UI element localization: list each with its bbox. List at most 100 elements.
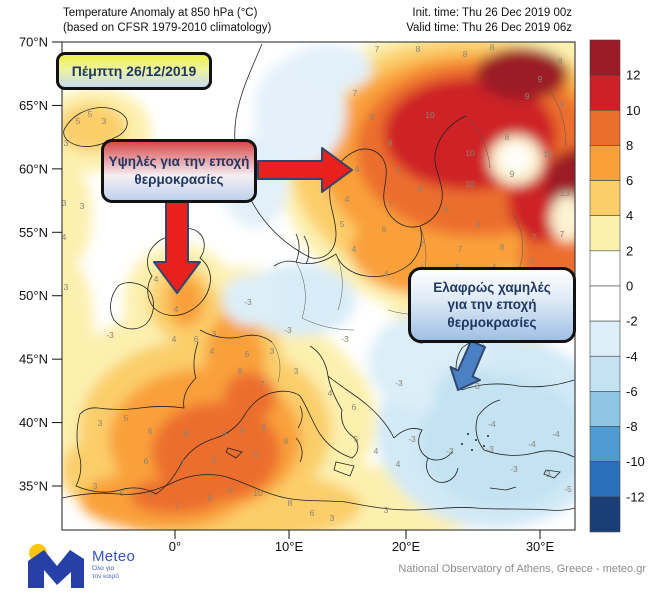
lat-label: 50°N <box>19 288 48 303</box>
contour-value: -3 <box>543 469 551 479</box>
colorbar-segment <box>589 285 621 322</box>
contour-value: 4 <box>352 244 357 254</box>
colorbar-segment <box>589 215 621 252</box>
colorbar-segment <box>589 74 621 111</box>
contour-value: 7 <box>180 458 185 468</box>
warm-arrow-right-icon <box>257 147 353 193</box>
title-line-2: (based on CFSR 1979-2010 climatology) <box>63 21 272 34</box>
lon-label: 10°E <box>275 539 304 554</box>
contour-value: 7 <box>375 44 380 54</box>
cool-text-line-1: Ελαφρώς χαμηλές <box>433 279 551 295</box>
colorbar-label: 0 <box>626 278 633 293</box>
contour-value: 8 <box>288 498 293 508</box>
logo-tagline-1: Όλα για <box>92 565 115 572</box>
contour-value: 10 <box>543 149 553 159</box>
credit-text: National Observatory of Athens, Greece -… <box>398 563 646 575</box>
longitude-axis: 0° 10°E 20°E 30°E <box>169 530 555 554</box>
lat-label: 45°N <box>19 352 48 367</box>
colorbar-label: 8 <box>626 138 633 153</box>
contour-value: 7 <box>458 244 463 254</box>
contour-value: 4 <box>210 346 215 356</box>
latitude-axis: 70°N 65°N 60°N 55°N 50°N 45°N 40°N 35°N <box>19 35 62 494</box>
colorbar-label: 10 <box>626 103 640 118</box>
colorbar-label: 6 <box>626 173 633 188</box>
contour-value: 3 <box>330 513 335 523</box>
contour-value: 8 <box>416 44 421 54</box>
colorbar-label: -4 <box>626 349 638 364</box>
contour-value: 4 <box>374 446 379 456</box>
contour-value: 5 <box>354 434 359 444</box>
contour-value: 4 <box>62 232 67 242</box>
lat-label: 55°N <box>19 225 48 240</box>
lon-label: 20°E <box>392 539 421 554</box>
contour-value: 10 <box>465 148 475 158</box>
colorbar-label: 2 <box>626 243 633 258</box>
contour-value: 8 <box>418 184 423 194</box>
contour-value: 9 <box>510 169 515 179</box>
contour-value: 7 <box>260 379 265 389</box>
contour-value: 6 <box>352 402 357 412</box>
lon-label: 0° <box>169 539 181 554</box>
contour-value: 7 <box>353 88 358 98</box>
contour-value: -4 <box>528 439 536 449</box>
contour-value: -3 <box>510 464 518 474</box>
contour-value: 3 <box>270 346 275 356</box>
colorbar-segment <box>589 39 621 76</box>
contour-value: 7 <box>532 232 537 242</box>
lon-label: 30°E <box>526 539 555 554</box>
colorbar-label: -10 <box>626 454 645 469</box>
contour-value: -4 <box>552 429 560 439</box>
temperature-colorbar: 12 10 8 6 4 2 0 -2 -4 -6 -8 -10 -12 <box>589 39 645 533</box>
contour-value: 9 <box>560 99 565 109</box>
cool-text-line-2: για την εποχή <box>447 297 537 313</box>
contour-value: 4 <box>172 334 177 344</box>
date-text: Πέμπτη 26/12/2019 <box>71 63 197 79</box>
contour-value: 7 <box>560 229 565 239</box>
cool-arrow-icon <box>449 340 486 391</box>
contour-value: 3 <box>64 138 69 148</box>
colorbar-segment <box>589 391 621 427</box>
contour-value: 3 <box>64 282 69 292</box>
contour-value: 6 <box>194 334 199 344</box>
contour-value: 4 <box>355 164 360 174</box>
contour-value: 6 <box>144 456 149 466</box>
contour-value: 9 <box>254 449 259 459</box>
colorbar-segment <box>589 320 621 357</box>
contour-value: 5 <box>88 109 93 119</box>
contour-value: 8 <box>184 428 189 438</box>
colorbar-segment <box>589 250 621 287</box>
lat-label: 65°N <box>19 98 48 113</box>
date-annotation-box: Πέμπτη 26/12/2019 <box>56 52 212 90</box>
contour-value: 8 <box>463 49 468 59</box>
contour-value: 9 <box>525 91 530 101</box>
contour-value: 5 <box>124 413 129 423</box>
contour-value: 4 <box>328 388 333 398</box>
contour-value: 8 <box>490 42 495 52</box>
warm-arrow-down-icon <box>153 201 201 294</box>
contour-value: -3 <box>408 434 416 444</box>
cool-text-line-3: θερμοκρασίες <box>447 314 537 330</box>
contour-value: 10 <box>425 110 435 120</box>
init-time: Init. time: Thu 26 Dec 2019 00z <box>412 7 572 19</box>
contour-value: 8 <box>262 422 267 432</box>
valid-time: Valid time: Thu 26 Dec 2019 06z <box>406 21 572 34</box>
contour-value: 9 <box>538 74 543 84</box>
contour-value: -3 <box>446 446 454 456</box>
contour-value: 6 <box>310 508 315 518</box>
aegean-islands <box>461 433 489 451</box>
contour-value: 6 <box>245 349 250 359</box>
contour-value: 4 <box>345 194 350 204</box>
lat-label: 60°N <box>19 161 48 176</box>
contour-value: 3 <box>384 505 389 515</box>
contour-value: 7 <box>175 501 180 511</box>
contour-value: 7 <box>388 199 393 209</box>
warm-annotation-box: Υψηλές για την εποχή θερμοκρασίες <box>101 139 257 203</box>
contour-value: -3 <box>106 330 114 340</box>
contour-value: 3 <box>93 481 98 491</box>
colorbar-label: -2 <box>626 314 638 329</box>
model-times: Init. time: Thu 26 Dec 2019 00z Valid ti… <box>406 6 572 36</box>
contour-value: 8 <box>238 366 243 376</box>
map-title: Temperature Anomaly at 850 hPa (°C) (bas… <box>63 6 271 36</box>
contour-value: 9 <box>212 455 217 465</box>
contour-value: 5 <box>396 165 401 175</box>
